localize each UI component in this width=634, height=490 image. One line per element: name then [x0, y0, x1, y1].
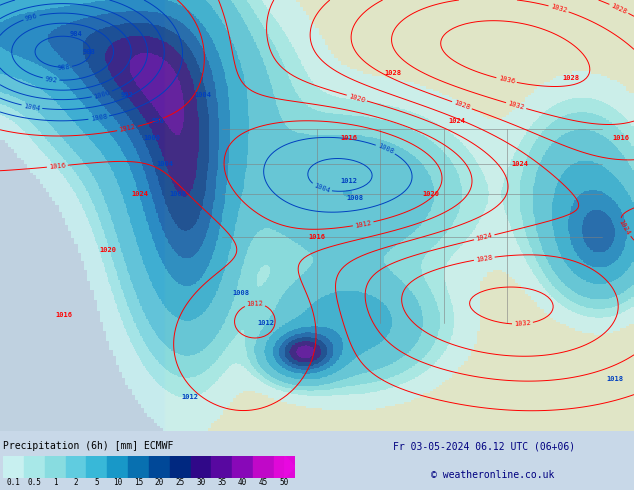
Text: 1028: 1028	[385, 70, 401, 76]
Bar	[86, 456, 107, 478]
Bar	[66, 456, 86, 478]
Text: 1016: 1016	[309, 234, 325, 240]
Text: © weatheronline.co.uk: © weatheronline.co.uk	[431, 470, 555, 480]
Bar	[107, 456, 128, 478]
Text: 1008: 1008	[377, 143, 394, 155]
Text: 1028: 1028	[610, 2, 628, 15]
Text: 1024: 1024	[131, 191, 148, 197]
Text: 1028: 1028	[453, 99, 471, 111]
Text: 988: 988	[57, 64, 70, 71]
Text: 1004: 1004	[23, 102, 41, 111]
Text: 1020: 1020	[348, 93, 366, 103]
Text: 1016: 1016	[613, 135, 630, 141]
Text: 1032: 1032	[514, 320, 531, 327]
Bar	[45, 456, 66, 478]
Text: 1024: 1024	[476, 232, 493, 242]
Text: 1012: 1012	[354, 220, 372, 228]
Text: 1032: 1032	[507, 100, 525, 111]
Text: 1004: 1004	[157, 161, 173, 167]
Text: Precipitation (6h) [mm] ECMWF: Precipitation (6h) [mm] ECMWF	[3, 441, 174, 451]
Text: Fr 03-05-2024 06.12 UTC (06+06): Fr 03-05-2024 06.12 UTC (06+06)	[393, 441, 575, 451]
Text: 1020: 1020	[100, 247, 116, 253]
Text: 1012: 1012	[246, 300, 264, 307]
Bar	[128, 456, 149, 478]
Text: 1012: 1012	[119, 124, 136, 133]
Text: 1004: 1004	[195, 92, 211, 98]
Text: 1036: 1036	[498, 75, 515, 85]
Text: 1032: 1032	[550, 3, 567, 14]
Text: 992: 992	[120, 92, 133, 98]
Text: 10: 10	[113, 478, 122, 487]
Text: 1016: 1016	[340, 135, 357, 141]
Text: 1024: 1024	[448, 118, 465, 124]
Text: 1008: 1008	[90, 114, 108, 122]
Text: 992: 992	[44, 75, 58, 83]
Polygon shape	[285, 456, 295, 478]
Text: 35: 35	[217, 478, 226, 487]
Text: 1008: 1008	[233, 290, 249, 296]
Text: 40: 40	[238, 478, 247, 487]
Text: 1024: 1024	[618, 219, 631, 237]
Text: 1012: 1012	[182, 393, 198, 400]
Text: 1024: 1024	[512, 161, 528, 167]
Text: 996: 996	[152, 118, 165, 124]
Text: 25: 25	[176, 478, 185, 487]
Text: 0.1: 0.1	[6, 478, 20, 487]
Text: 1012: 1012	[258, 320, 275, 326]
Text: 1008: 1008	[169, 191, 186, 197]
Text: 1020: 1020	[423, 191, 439, 197]
Bar	[24, 456, 45, 478]
Text: 50: 50	[280, 478, 289, 487]
Text: 988: 988	[82, 49, 95, 55]
Text: 1000: 1000	[144, 135, 160, 141]
Text: 984: 984	[70, 31, 82, 38]
Text: 5: 5	[94, 478, 100, 487]
Text: 1016: 1016	[55, 312, 72, 318]
Bar	[170, 456, 191, 478]
Text: 1028: 1028	[476, 254, 493, 263]
Text: 1008: 1008	[347, 196, 363, 201]
Bar	[149, 456, 170, 478]
Text: 45: 45	[259, 478, 268, 487]
Text: 30: 30	[197, 478, 205, 487]
Bar	[212, 456, 232, 478]
Text: 1: 1	[53, 478, 58, 487]
Text: 2: 2	[74, 478, 79, 487]
Text: 15: 15	[134, 478, 143, 487]
Polygon shape	[178, 0, 634, 431]
Text: 0.5: 0.5	[27, 478, 41, 487]
Text: 1028: 1028	[562, 74, 579, 81]
Text: 1000: 1000	[93, 89, 111, 99]
Bar	[274, 456, 295, 478]
Bar	[3, 456, 24, 478]
Text: 996: 996	[25, 13, 39, 22]
Text: 1016: 1016	[49, 162, 66, 170]
Bar	[253, 456, 274, 478]
Bar	[232, 456, 253, 478]
Text: 1018: 1018	[607, 376, 623, 383]
Text: 1012: 1012	[340, 178, 357, 184]
Text: 1004: 1004	[313, 183, 331, 194]
Bar	[191, 456, 212, 478]
Text: 20: 20	[155, 478, 164, 487]
